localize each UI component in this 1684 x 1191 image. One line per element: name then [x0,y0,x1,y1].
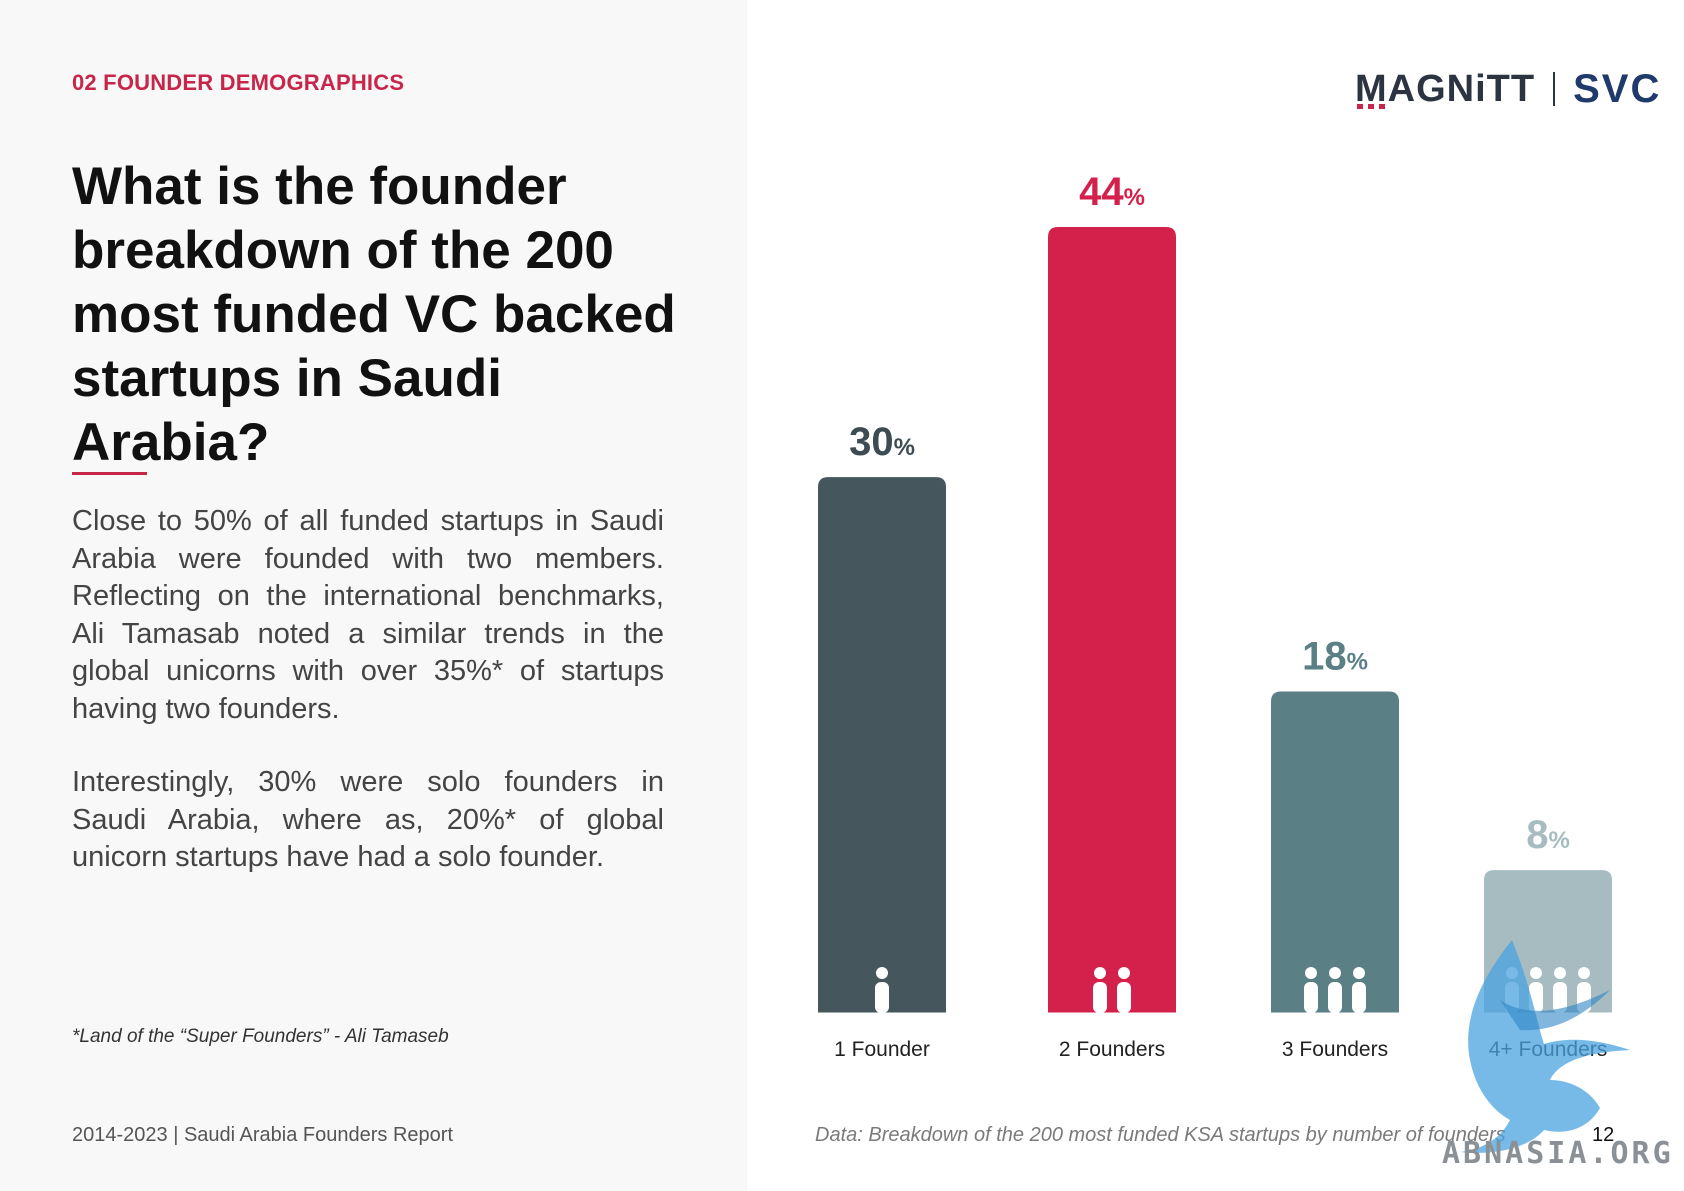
person-icon-body [1328,982,1342,1013]
person-icon-body [1352,982,1366,1013]
person-icon-body [875,982,889,1013]
person-icon-body [1093,982,1107,1013]
x-tick-label-3: 3 Founders [1282,1038,1388,1061]
person-icon-head [1353,967,1365,979]
person-icon-body [1117,982,1131,1013]
data-label-4: 8% [1526,813,1570,857]
bar-1 [818,477,946,1013]
data-label-1: 30% [849,420,915,464]
bar-2 [1048,227,1176,1013]
data-label-3: 18% [1302,634,1368,678]
person-icon-body [1304,982,1318,1013]
person-icon-head [1305,967,1317,979]
x-tick-label-1: 1 Founder [834,1038,930,1061]
chart-caption: Data: Breakdown of the 200 most funded K… [815,1124,1506,1147]
person-icon-head [876,967,888,979]
data-label-2: 44% [1079,170,1145,214]
bar-3 [1271,691,1399,1013]
person-icon-head [1329,967,1341,979]
person-icon-head [1094,967,1106,979]
x-tick-label-2: 2 Founders [1059,1038,1165,1061]
person-icon-head [1118,967,1130,979]
watermark-text: ABNASIA.ORG [1442,1136,1674,1171]
